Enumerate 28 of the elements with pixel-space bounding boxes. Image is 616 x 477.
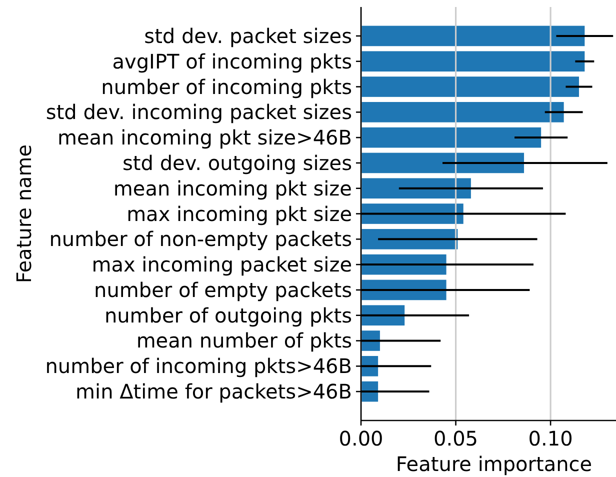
- bar: [361, 228, 458, 250]
- bar: [361, 51, 585, 72]
- x-tick-label: 0.00: [338, 426, 384, 450]
- y-axis-title: Feature name: [12, 144, 36, 284]
- bar: [361, 152, 524, 174]
- x-axis-title: Feature importance: [396, 452, 592, 476]
- bar: [361, 178, 471, 199]
- y-tick-label: mean incoming pkt size: [113, 176, 352, 200]
- bar: [361, 127, 542, 148]
- y-tick-label: min Δtime for packets>46B: [76, 380, 352, 404]
- y-tick-label: avgIPT of incoming pkts: [112, 49, 352, 74]
- y-tick-label: number of incoming pkts>46B: [45, 354, 352, 378]
- bar: [361, 26, 585, 46]
- bar: [361, 76, 579, 97]
- x-tick-label: 0.10: [528, 426, 573, 450]
- y-tick-label: max incoming packet size: [92, 252, 352, 277]
- y-tick-label: mean number of pkts: [136, 328, 352, 353]
- y-tick-label: number of empty packets: [94, 278, 352, 302]
- x-tick-label: 0.05: [434, 426, 478, 450]
- y-tick-label: number of non-empty packets: [49, 227, 352, 252]
- y-tick-label: number of outgoing pkts: [104, 303, 352, 328]
- y-tick-label: std dev. outgoing sizes: [122, 150, 352, 175]
- y-tick-label: std dev. incoming packet sizes: [46, 100, 352, 124]
- y-tick-label: mean incoming pkt size>46B: [58, 126, 352, 150]
- y-tick-label: number of incoming pkts: [101, 74, 352, 99]
- y-tick-label: max incoming pkt size: [126, 202, 352, 226]
- y-tick-label: std dev. packet sizes: [144, 24, 352, 48]
- bar: [361, 102, 564, 122]
